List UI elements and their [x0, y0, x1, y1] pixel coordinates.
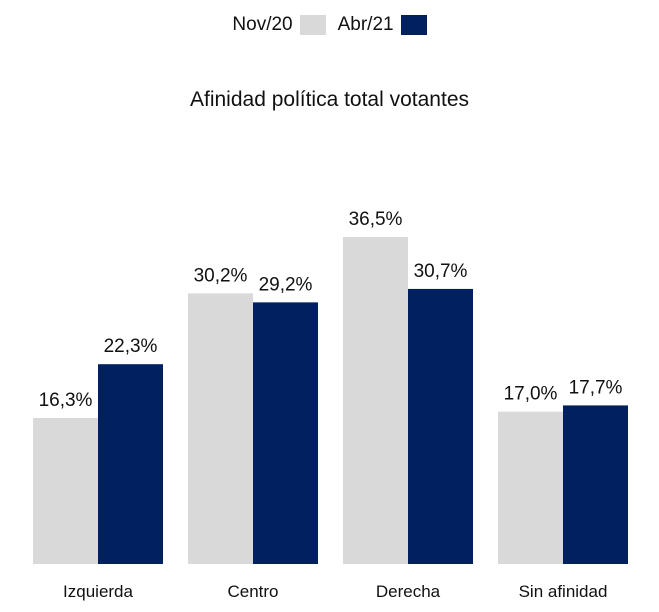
data-label: 29,2% — [259, 274, 313, 295]
bar-sin-afinidad-abr21 — [563, 405, 628, 564]
x-tick-label: Izquierda — [63, 582, 133, 601]
data-label: 17,7% — [569, 377, 623, 398]
x-tick-label: Centro — [227, 582, 278, 601]
bar-centro-abr21 — [253, 302, 318, 564]
legend-swatch — [400, 15, 427, 35]
chart-title: Afinidad política total votantes — [189, 88, 469, 111]
data-label: 36,5% — [349, 209, 403, 230]
data-label: 22,3% — [104, 336, 158, 357]
legend-label: Nov/20 — [232, 14, 293, 35]
bar-derecha-nov20 — [343, 236, 408, 564]
chart-legend: Nov/20 Abr/21 — [0, 14, 659, 36]
data-label: 16,3% — [39, 390, 93, 411]
bar-izquierda-nov20 — [33, 417, 98, 564]
x-tick-label: Sin afinidad — [519, 582, 608, 601]
x-tick-label: Derecha — [376, 582, 441, 601]
data-label: 17,0% — [504, 384, 558, 405]
data-label: 30,2% — [194, 265, 248, 286]
bar-sin-afinidad-nov20 — [498, 411, 563, 564]
legend-item-abr21: Abr/21 — [338, 14, 427, 36]
bar-centro-nov20 — [188, 293, 253, 564]
bar-derecha-abr21 — [408, 288, 473, 564]
legend-label: Abr/21 — [337, 14, 394, 35]
legend-item-nov20: Nov/20 — [232, 14, 326, 36]
data-label: 30,7% — [414, 261, 468, 282]
bar-izquierda-abr21 — [98, 364, 163, 564]
legend-swatch — [299, 15, 326, 35]
